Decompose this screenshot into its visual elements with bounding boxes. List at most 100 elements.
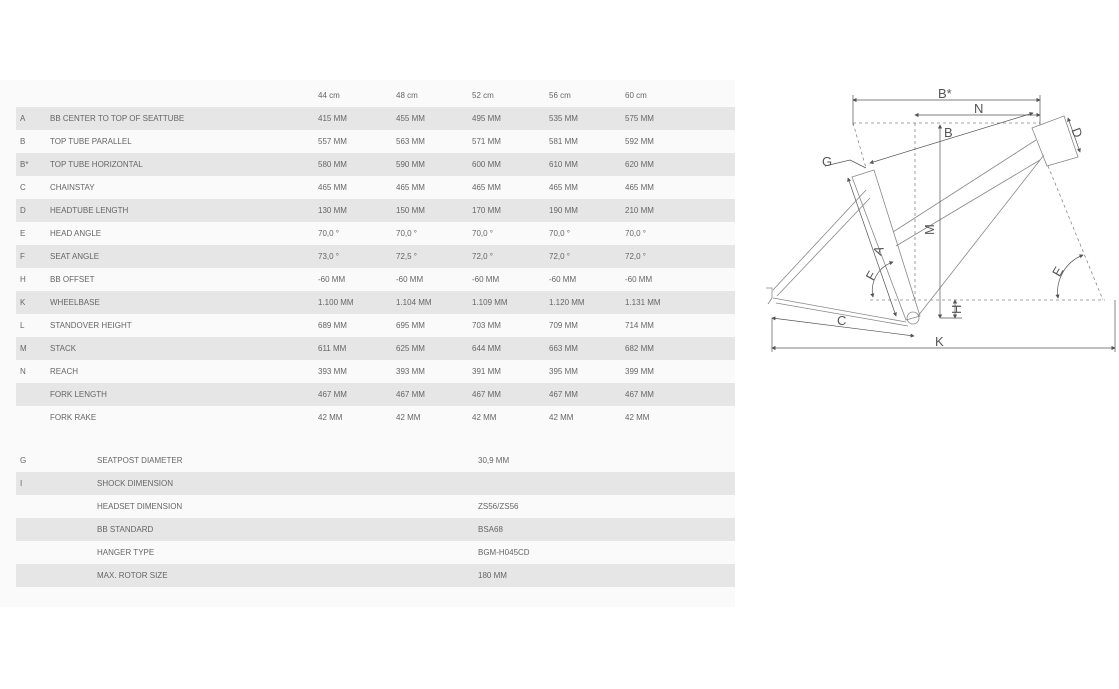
- row-value: 625 MM: [396, 344, 425, 353]
- row-label: HEADTUBE LENGTH: [50, 206, 129, 215]
- row-value: 467 MM: [396, 390, 425, 399]
- row-value: 70,0 °: [318, 229, 339, 238]
- row-label: STANDOVER HEIGHT: [50, 321, 132, 330]
- row-value: 580 MM: [318, 160, 347, 169]
- row-label: FORK RAKE: [50, 413, 97, 422]
- row-value: 663 MM: [549, 344, 578, 353]
- row-value: 467 MM: [318, 390, 347, 399]
- label-h: H: [949, 305, 964, 314]
- row-value: 535 MM: [549, 114, 578, 123]
- table-row: H BB OFFSET -60 MM -60 MM -60 MM -60 MM -60 MM: [16, 268, 735, 291]
- row-label: CHAINSTAY: [50, 183, 95, 192]
- row-value: 465 MM: [549, 183, 578, 192]
- table-row: L STANDOVER HEIGHT 689 MM 695 MM 703 MM 709 M…: [16, 314, 735, 337]
- label-b-star: B*: [938, 86, 952, 101]
- row-letter: D: [20, 206, 26, 215]
- row-value: 170 MM: [472, 206, 501, 215]
- row-value: ZS56/ZS56: [478, 502, 519, 511]
- row-label: HEADSET DIMENSION: [97, 502, 183, 511]
- row-value: 395 MM: [549, 367, 578, 376]
- row-letter: B: [20, 137, 26, 146]
- row-value: 714 MM: [625, 321, 654, 330]
- label-g: G: [822, 154, 832, 169]
- table-row: F SEAT ANGLE 73,0 ° 72,5 ° 72,0 ° 72,0 ° 72,0 …: [16, 245, 735, 268]
- size-header: 52 cm: [472, 91, 494, 100]
- row-value: 1.104 MM: [396, 298, 432, 307]
- row-value: 495 MM: [472, 114, 501, 123]
- row-value: 467 MM: [549, 390, 578, 399]
- row-value: 70,0 °: [549, 229, 570, 238]
- row-letter: E: [20, 229, 26, 238]
- table-row: B TOP TUBE PARALLEL 557 MM 563 MM 571 MM 581 …: [16, 130, 735, 153]
- table-row: A BB CENTER TO TOP OF SEATTUBE 415 MM 455 M…: [16, 107, 735, 130]
- row-value: 620 MM: [625, 160, 654, 169]
- row-value: 393 MM: [318, 367, 347, 376]
- row-value: 72,0 °: [625, 252, 646, 261]
- row-value: 703 MM: [472, 321, 501, 330]
- table-row: B* TOP TUBE HORIZONTAL 580 MM 590 MM 600 MM 6…: [16, 153, 735, 176]
- row-label: HEAD ANGLE: [50, 229, 102, 238]
- row-value: 571 MM: [472, 137, 501, 146]
- row-letter: H: [20, 275, 26, 284]
- table-header: 44 cm 48 cm 52 cm 56 cm 60 cm: [16, 84, 735, 107]
- row-value: 465 MM: [625, 183, 654, 192]
- row-value: 575 MM: [625, 114, 654, 123]
- label-c: C: [837, 313, 846, 328]
- row-value: 30,9 MM: [478, 456, 510, 465]
- label-n: N: [974, 101, 983, 116]
- row-letter: L: [20, 321, 25, 330]
- label-b: B: [944, 125, 953, 140]
- row-value: 709 MM: [549, 321, 578, 330]
- row-letter: G: [20, 456, 27, 465]
- row-value: 42 MM: [396, 413, 421, 422]
- row-value: 73,0 °: [318, 252, 339, 261]
- size-header: 56 cm: [549, 91, 571, 100]
- row-value: 42 MM: [472, 413, 497, 422]
- row-value: 467 MM: [472, 390, 501, 399]
- row-value: 1.100 MM: [318, 298, 354, 307]
- row-letter: N: [20, 367, 26, 376]
- label-k: K: [935, 334, 944, 349]
- row-label: WHEELBASE: [50, 298, 100, 307]
- row-value: 190 MM: [549, 206, 578, 215]
- row-letter: A: [20, 114, 26, 123]
- row-label: TOP TUBE HORIZONTAL: [50, 160, 143, 169]
- row-value: 70,0 °: [625, 229, 646, 238]
- row-label: BB OFFSET: [50, 275, 95, 284]
- row-label: REACH: [50, 367, 79, 376]
- row-value: 130 MM: [318, 206, 347, 215]
- row-value: BSA68: [478, 525, 503, 534]
- row-label: BB CENTER TO TOP OF SEATTUBE: [50, 114, 185, 123]
- spec-row: I SHOCK DIMENSION: [16, 472, 735, 495]
- row-label: BB STANDARD: [97, 525, 154, 534]
- label-m: M: [922, 224, 937, 235]
- row-letter: K: [20, 298, 26, 307]
- row-value: 70,0 °: [396, 229, 417, 238]
- row-value: 42 MM: [318, 413, 343, 422]
- row-label: SHOCK DIMENSION: [97, 479, 174, 488]
- label-f: F: [863, 268, 880, 282]
- row-value: -60 MM: [318, 275, 346, 284]
- row-value: -60 MM: [396, 275, 424, 284]
- size-header: 44 cm: [318, 91, 340, 100]
- row-value: 557 MM: [318, 137, 347, 146]
- row-value: 465 MM: [396, 183, 425, 192]
- table-row: C CHAINSTAY 465 MM 465 MM 465 MM 465 MM 465 MM: [16, 176, 735, 199]
- row-value: 415 MM: [318, 114, 347, 123]
- row-label: TOP TUBE PARALLEL: [50, 137, 132, 146]
- row-label: STACK: [50, 344, 77, 353]
- table-row: FORK LENGTH 467 MM 467 MM 467 MM 467 MM 467 M…: [16, 383, 735, 406]
- spec-row: BB STANDARD BSA68: [16, 518, 735, 541]
- spec-row: HEADSET DIMENSION ZS56/ZS56: [16, 495, 735, 518]
- row-value: 180 MM: [478, 571, 507, 580]
- row-value: 563 MM: [396, 137, 425, 146]
- row-letter: F: [20, 252, 25, 261]
- spec-row: G SEATPOST DIAMETER 30,9 MM: [16, 449, 735, 472]
- row-value: 72,0 °: [549, 252, 570, 261]
- row-letter: M: [20, 344, 27, 353]
- row-value: 210 MM: [625, 206, 654, 215]
- row-value: 42 MM: [549, 413, 574, 422]
- row-value: 611 MM: [318, 344, 347, 353]
- size-header: 60 cm: [625, 91, 647, 100]
- row-value: 644 MM: [472, 344, 501, 353]
